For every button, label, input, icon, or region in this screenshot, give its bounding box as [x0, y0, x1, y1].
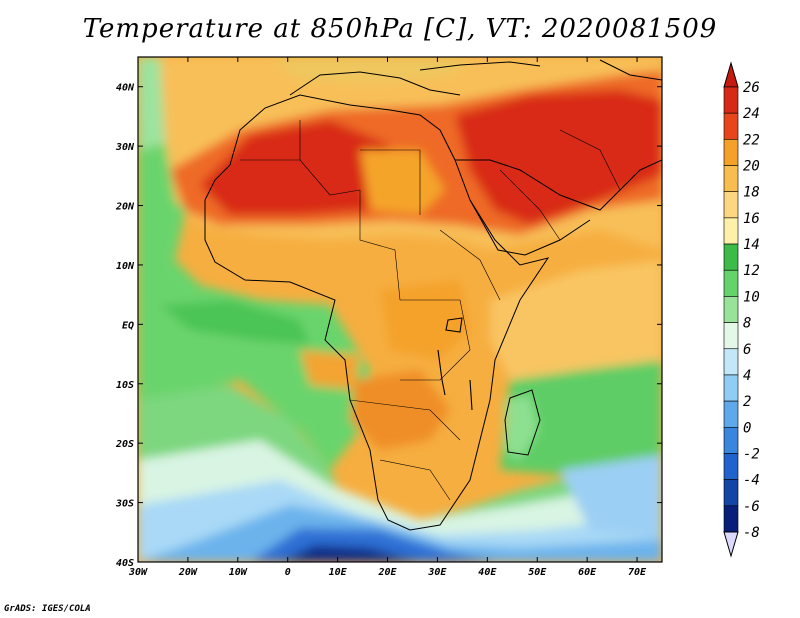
lon-tick-label: 20E	[377, 567, 397, 578]
lat-tick-label: 40S	[116, 558, 134, 569]
lon-tick-label: 70E	[628, 567, 647, 578]
colorbar-label: 24	[743, 106, 760, 122]
lat-tick-label: 30S	[115, 499, 134, 510]
lon-tick-label: 0	[285, 567, 291, 578]
colorbar-segment	[723, 217, 739, 245]
plot-frame	[137, 56, 663, 563]
colorbar-bottom-arrow	[723, 531, 739, 558]
colorbar-segment	[723, 322, 739, 350]
lon-tick-label: 60E	[578, 567, 597, 578]
colorbar-label: 20	[743, 159, 760, 175]
colorbar-label: 18	[743, 185, 760, 201]
colorbar-segment	[723, 374, 739, 402]
colorbar-segment	[723, 296, 739, 323]
colorbar-label: 4	[743, 368, 751, 384]
lon-tick-label: 20W	[178, 567, 198, 578]
colorbar-label: 16	[743, 211, 760, 227]
colorbar-label: 8	[743, 316, 751, 332]
colorbar-top-arrow	[723, 61, 739, 88]
colorbar-segment	[723, 191, 739, 219]
colorbar-segment	[723, 453, 739, 480]
colorbar-label: 14	[743, 237, 760, 253]
lat-tick-label: EQ	[122, 320, 134, 331]
colorbar-label: 22	[743, 132, 760, 148]
lat-tick-label: 20S	[115, 439, 134, 450]
lon-tick-label: 50E	[528, 567, 547, 578]
colorbar-segment	[723, 400, 739, 428]
lat-tick-label: 10S	[116, 380, 134, 391]
lon-tick-label: 40E	[478, 567, 497, 578]
map-title: Temperature at 850hPa [C], VT: 202008150…	[82, 14, 718, 44]
colorbar-segment	[723, 426, 739, 454]
colorbar-segment	[723, 348, 739, 376]
colorbar-segment	[723, 479, 739, 507]
lat-tick-label: 20N	[115, 202, 135, 213]
colorbar-segment	[723, 505, 739, 533]
temperature-field	[138, 57, 662, 562]
lon-tick-label: 30E	[427, 567, 447, 578]
colorbar-label: 12	[743, 263, 760, 279]
colorbar-label: -6	[743, 499, 760, 515]
lat-tick-label: 30N	[115, 142, 135, 153]
colorbar-label: 0	[743, 420, 751, 436]
colorbar-label: 2	[743, 394, 751, 410]
colorbar-segment	[723, 243, 739, 271]
axis-ticks: 30W 20W 10W 0 10E 20E 30E 40E 50E 60E 70E 40N 30N 20N…	[115, 57, 662, 578]
lat-tick-label: 10N	[116, 261, 135, 272]
lakes	[437, 317, 473, 411]
colorbar-segment	[723, 165, 739, 193]
lon-tick-label: 30W	[128, 567, 148, 578]
colorbar-segment	[723, 112, 739, 140]
lon-tick-label: 10E	[329, 567, 348, 578]
plot-area	[138, 57, 662, 562]
coastlines	[204, 59, 662, 531]
colorbar-label: 10	[743, 289, 760, 305]
lat-tick-label: 40N	[116, 83, 135, 94]
colorbar-segment	[723, 86, 739, 114]
lon-tick-label: 10W	[229, 567, 248, 578]
colorbar-label: -4	[743, 473, 760, 489]
grads-credit: GrADS: IGES/COLA	[4, 604, 91, 614]
colorbar-segment	[723, 269, 739, 297]
country-borders	[240, 120, 621, 501]
colorbar-label: -2	[743, 446, 760, 462]
colorbar-label: 26	[743, 80, 760, 96]
colorbar-label: -8	[743, 525, 760, 541]
colorbar-segment	[723, 139, 739, 166]
colorbar-label: 6	[743, 342, 751, 358]
